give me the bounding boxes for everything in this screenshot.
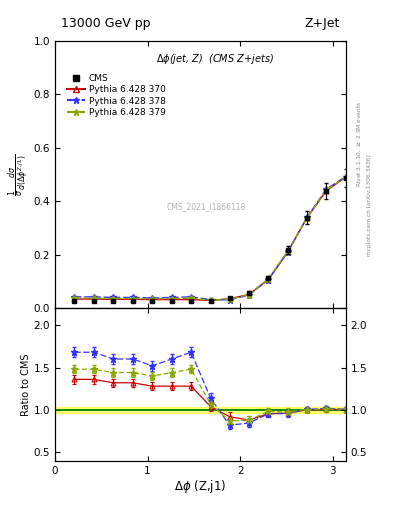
Y-axis label: $\frac{1}{\sigma}\frac{d\sigma}{d(\Delta\phi^{Z,j1})}$: $\frac{1}{\sigma}\frac{d\sigma}{d(\Delta… xyxy=(7,154,32,196)
Text: Z+Jet: Z+Jet xyxy=(305,17,340,30)
X-axis label: $\Delta\phi$ (Z,j1): $\Delta\phi$ (Z,j1) xyxy=(174,478,226,496)
Y-axis label: Ratio to CMS: Ratio to CMS xyxy=(21,353,31,416)
Text: $\Delta\phi$(jet, Z)  (CMS Z+jets): $\Delta\phi$(jet, Z) (CMS Z+jets) xyxy=(156,52,274,66)
Legend: CMS, Pythia 6.428 370, Pythia 6.428 378, Pythia 6.428 379: CMS, Pythia 6.428 370, Pythia 6.428 378,… xyxy=(65,72,167,119)
Text: mcplots.cern.ch [arXiv:1306.3436]: mcplots.cern.ch [arXiv:1306.3436] xyxy=(367,154,372,255)
Text: 13000 GeV pp: 13000 GeV pp xyxy=(61,17,151,30)
Text: Rivet 3.1.10, $\geq$ 2.9M events: Rivet 3.1.10, $\geq$ 2.9M events xyxy=(356,100,364,186)
Text: CMS_2021_I1866118: CMS_2021_I1866118 xyxy=(167,202,246,211)
Bar xyxy=(55,407,346,413)
